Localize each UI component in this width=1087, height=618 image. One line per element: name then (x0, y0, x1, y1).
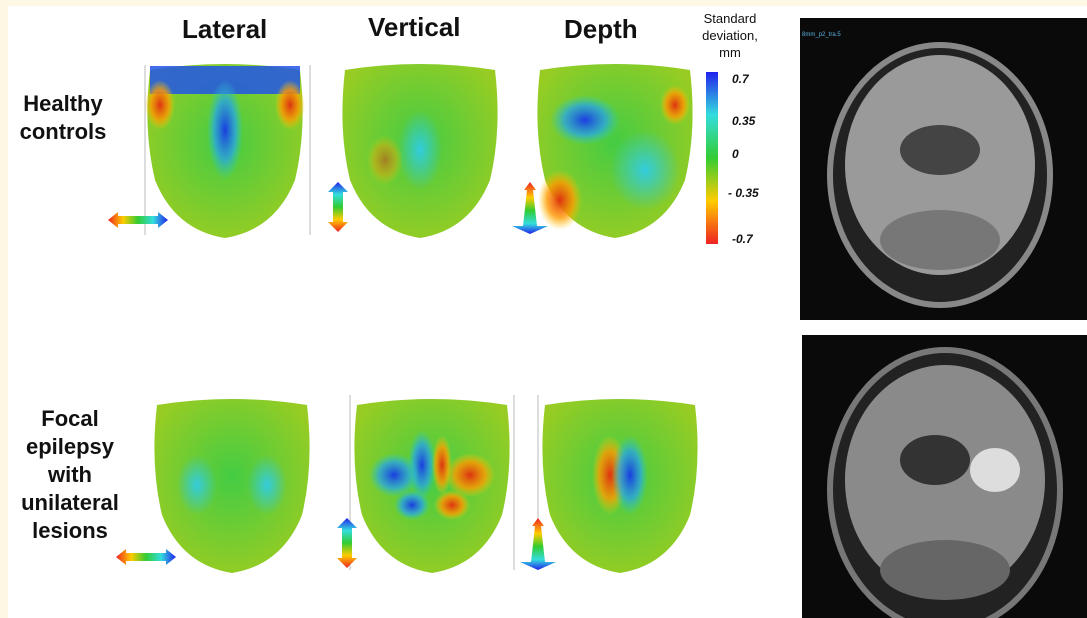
mri-caption: 8mm_p2_tra.5 (802, 32, 841, 38)
page: Lateral Vertical Depth Healthy controls … (0, 0, 1087, 618)
colorbar-label: -0.7 (732, 232, 753, 246)
colorbar-label: - 0.35 (728, 186, 759, 200)
column-header: Depth (564, 14, 638, 45)
face-map (354, 399, 509, 573)
row-label: Healthy controls (8, 90, 118, 146)
colorbar (706, 72, 718, 244)
face-map (542, 399, 697, 573)
face-map (537, 64, 692, 238)
colorbar-title: Standard deviation, mm (690, 10, 770, 61)
face-map (145, 64, 305, 238)
colorbar-label: 0.35 (732, 114, 755, 128)
figure-graphics (0, 0, 1087, 618)
face-map (154, 399, 309, 573)
colorbar-label: 0.7 (732, 72, 749, 86)
mri-image (802, 335, 1087, 618)
mri-image (800, 18, 1087, 320)
colorbar-label: 0 (732, 147, 739, 161)
row-label: Focal epilepsy with unilateral lesions (8, 405, 132, 545)
column-header: Lateral (182, 14, 267, 45)
column-header: Vertical (368, 12, 461, 43)
face-map (342, 64, 497, 238)
